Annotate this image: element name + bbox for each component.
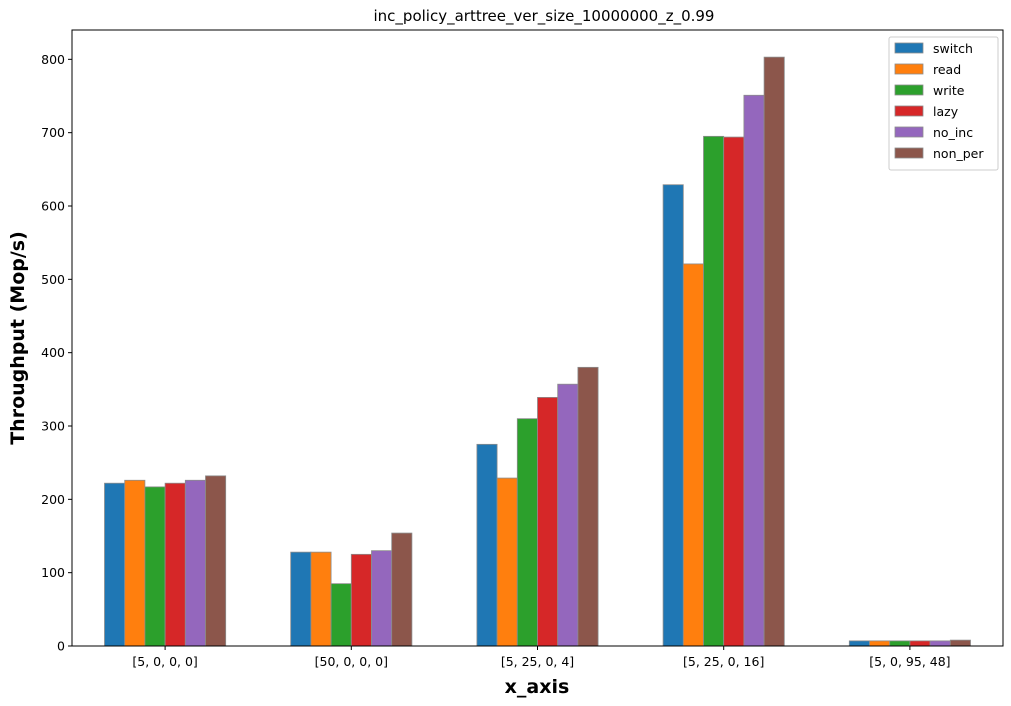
- bar-write-0: [144, 486, 166, 647]
- x-axis-label: x_axis: [505, 676, 570, 698]
- legend-label-write: write: [933, 83, 965, 98]
- legend-swatch-switch: [894, 42, 924, 54]
- legend-swatch-write: [894, 84, 924, 96]
- bar-no_inc-0: [184, 479, 206, 647]
- bars-layer: [104, 56, 971, 647]
- bar-switch-1: [290, 551, 312, 647]
- bar-non_per-4: [949, 639, 971, 647]
- y-tick-label: 0: [57, 639, 65, 654]
- x-tick-label: [5, 0, 0, 0]: [132, 654, 197, 669]
- chart-title: inc_policy_arttree_ver_size_10000000_z_0…: [374, 7, 715, 26]
- legend-swatch-non_per: [894, 147, 924, 159]
- bar-non_per-2: [577, 366, 599, 647]
- bar-write-3: [703, 135, 725, 647]
- x-tick-label: [5, 25, 0, 16]: [683, 654, 764, 669]
- bar-no_inc-2: [557, 383, 579, 647]
- bar-read-4: [869, 640, 891, 647]
- bar-no_inc-1: [371, 550, 393, 647]
- y-tick-label: 200: [41, 492, 65, 507]
- legend-label-lazy: lazy: [933, 104, 959, 119]
- legend-swatch-no_inc: [894, 126, 924, 138]
- y-tick-label: 700: [41, 125, 65, 140]
- bar-write-4: [889, 640, 911, 647]
- legend-swatch-lazy: [894, 105, 924, 117]
- x-tick-label: [5, 25, 0, 4]: [501, 654, 574, 669]
- axes-layer: 0 100 200 300 400 500 600 700 800 [5, 0, 0, 0] [50…: [41, 29, 1004, 669]
- bar-lazy-4: [909, 640, 931, 647]
- bar-read-2: [496, 477, 518, 647]
- bar-write-2: [516, 418, 538, 647]
- y-tick-label: 800: [41, 52, 65, 67]
- y-tick-label: 100: [41, 565, 65, 580]
- bar-write-1: [330, 583, 352, 647]
- bar-non_per-3: [763, 56, 785, 647]
- bar-lazy-0: [164, 482, 186, 647]
- bar-no_inc-4: [929, 640, 951, 647]
- bar-read-1: [310, 551, 332, 647]
- y-tick-label: 600: [41, 199, 65, 214]
- y-tick-label: 300: [41, 419, 65, 434]
- y-axis-label: Throughput (Mop/s): [7, 231, 29, 445]
- bar-non_per-1: [391, 532, 413, 647]
- y-tick-label: 500: [41, 272, 65, 287]
- bar-read-3: [682, 263, 704, 647]
- bar-switch-4: [848, 640, 870, 647]
- legend-label-non_per: non_per: [933, 146, 984, 161]
- legend-label-read: read: [933, 62, 961, 77]
- bar-switch-0: [104, 482, 126, 647]
- bar-lazy-3: [723, 136, 745, 647]
- bar-lazy-2: [537, 396, 559, 647]
- bar-non_per-0: [205, 475, 227, 647]
- y-tick-label: 400: [41, 345, 65, 360]
- bar-no_inc-3: [743, 94, 765, 647]
- bar-switch-2: [476, 443, 498, 647]
- bar-switch-3: [662, 184, 684, 647]
- legend-swatch-read: [894, 63, 924, 75]
- legend-label-switch: switch: [933, 41, 973, 56]
- legend-label-no_inc: no_inc: [933, 125, 973, 140]
- legend: switch read write lazy no_inc non_per: [888, 36, 999, 171]
- x-tick-label: [50, 0, 0, 0]: [315, 654, 388, 669]
- x-tick-label: [5, 0, 95, 48]: [869, 654, 950, 669]
- bar-read-0: [124, 479, 146, 647]
- bar-lazy-1: [350, 553, 372, 647]
